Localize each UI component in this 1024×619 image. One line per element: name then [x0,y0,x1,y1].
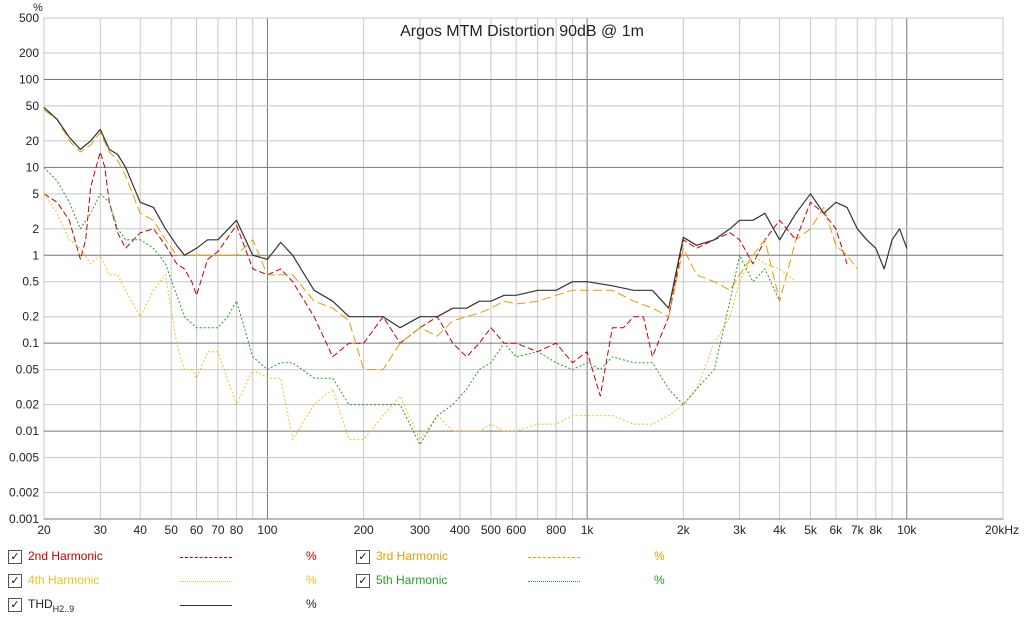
checkbox-5th-harmonic[interactable]: ✓ [356,574,370,588]
y-tick-label: 0.002 [9,486,39,500]
y-tick-label: 2 [32,222,39,236]
y-axis-unit-label: % [33,2,43,14]
x-tick-label: 2k [677,523,691,537]
legend-item-3rd-harmonic[interactable]: ✓ 3rd Harmonic % [356,548,676,566]
x-tick-label: 20 [37,523,51,537]
x-tick-label: 5k [804,523,818,537]
checkbox-thd[interactable]: ✓ [8,598,22,612]
legend-swatch [180,557,232,558]
x-tick-label: 400 [450,523,470,537]
legend-label-subscript: H2..9 [52,604,75,614]
legend-label: 3rd Harmonic [376,549,449,563]
y-tick-label: 0.5 [22,275,39,289]
checkbox-2nd-harmonic[interactable]: ✓ [8,550,22,564]
series-line-1 [43,151,848,397]
x-tick-label: 80 [230,523,244,537]
legend-swatch [180,581,232,582]
legend-unit: % [306,573,317,587]
x-tick-label: 10k [897,523,917,537]
tick-label-layer: 20 30 40 50 60 70 80 100 200 300 400 500 600 800 1k 2k 3… [9,11,1019,537]
y-tick-label: 0.02 [16,398,40,412]
x-tick-label: 70 [211,523,225,537]
x-tick-label: 20kHz [985,523,1019,537]
legend-item-5th-harmonic[interactable]: ✓ 5th Harmonic % [356,572,676,590]
x-tick-label: 500 [481,523,501,537]
y-tick-label: 0.2 [22,310,39,324]
y-tick-label: 100 [19,72,39,86]
y-tick-label: 5 [32,187,39,201]
chart-title: Argos MTM Distortion 90dB @ 1m [400,23,644,40]
x-tick-label: 1k [581,523,595,537]
checkbox-3rd-harmonic[interactable]: ✓ [356,550,370,564]
y-tick-label: 0.1 [22,336,39,350]
legend-unit: % [654,549,665,563]
x-tick-label: 600 [506,523,526,537]
legend-unit: % [306,597,317,611]
y-tick-label: 0.01 [16,424,40,438]
y-tick-label: 0.05 [16,363,40,377]
legend-label: 5th Harmonic [376,573,448,587]
y-tick-label: 20 [26,134,40,148]
x-tick-label: 50 [165,523,179,537]
series-layer [43,107,908,446]
y-tick-label: 0.005 [9,451,39,465]
legend-label: 4th Harmonic [28,573,100,587]
x-tick-label: 300 [410,523,430,537]
x-tick-label: 30 [94,523,108,537]
legend-item-4th-harmonic[interactable]: ✓ 4th Harmonic % [8,572,328,590]
y-tick-label: 50 [26,99,40,113]
legend-label: 2nd Harmonic [28,549,103,563]
x-tick-label: 7k [851,523,865,537]
y-tick-label: 1 [32,248,39,262]
legend-item-2nd-harmonic[interactable]: ✓ 2nd Harmonic % [8,548,328,566]
legend-label: THD [28,597,53,611]
plot-area-background [43,17,1004,520]
legend-label-group: THDH2..9 [28,597,74,614]
y-tick-label: 200 [19,46,39,60]
grid-layer [43,17,1004,520]
x-tick-label: 100 [257,523,277,537]
legend-swatch [180,605,232,606]
x-tick-label: 3k [733,523,747,537]
legend-swatch [528,581,580,582]
series-line-2 [43,109,858,371]
legend-swatch [528,557,580,558]
x-tick-label: 8k [869,523,883,537]
y-tick-label: 500 [19,11,39,25]
x-tick-label: 4k [773,523,787,537]
series-line-3 [43,193,797,441]
x-tick-label: 200 [354,523,374,537]
checkbox-4th-harmonic[interactable]: ✓ [8,574,22,588]
y-tick-label: 10 [26,160,40,174]
legend-unit: % [306,549,317,563]
x-tick-label: 40 [134,523,148,537]
x-tick-label: 6k [830,523,844,537]
series-line-5 [43,107,908,329]
x-tick-label: 800 [546,523,566,537]
x-tick-label: 60 [190,523,204,537]
legend-item-thd[interactable]: ✓ THDH2..9 % [8,596,328,614]
legend-unit: % [654,573,665,587]
y-tick-label: 0.001 [9,512,39,526]
